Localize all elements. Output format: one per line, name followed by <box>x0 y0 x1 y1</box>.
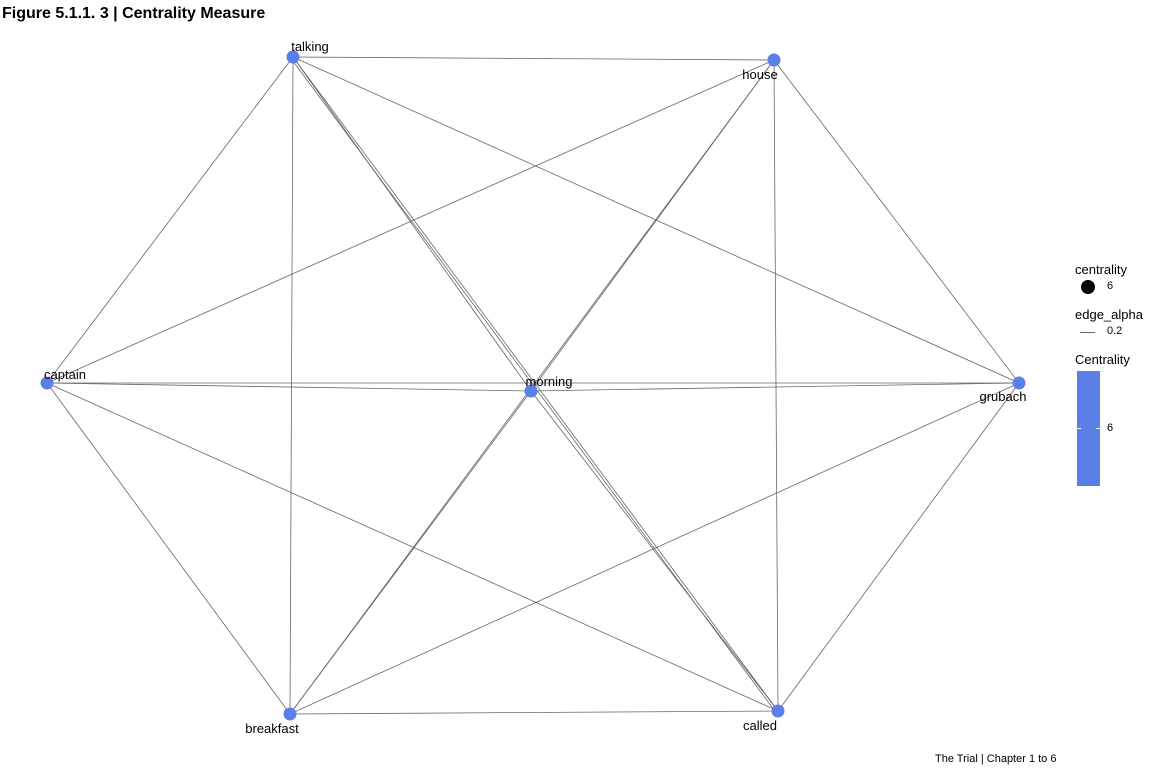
node-label-breakfast: breakfast <box>245 721 299 736</box>
edge-morning-called <box>530 390 779 712</box>
colorbar <box>1077 371 1100 486</box>
node-talking <box>286 50 300 64</box>
edge-house-grubach <box>773 59 1020 384</box>
edge-captain-morning <box>46 382 532 392</box>
colorbar-tick-left <box>1077 428 1081 429</box>
edge-talking-breakfast <box>289 56 294 715</box>
node-called <box>771 704 785 718</box>
legend-centrality-title: centrality <box>1075 262 1128 277</box>
edge-morning-grubach <box>530 382 1020 392</box>
nodes-layer <box>40 50 1026 721</box>
edge-breakfast-called <box>289 710 779 715</box>
edge-grubach-called <box>777 382 1020 712</box>
legend-edge-alpha-value: 0.2 <box>1107 325 1123 337</box>
edge-captain-breakfast <box>46 382 291 715</box>
legend-centrality-row: 6 <box>1075 277 1152 297</box>
node-label-morning: morning <box>526 374 573 389</box>
colorbar-tick-right <box>1096 428 1100 429</box>
legend-edge-alpha-row: 0.2 <box>1075 322 1152 342</box>
edge-talking-house <box>292 56 775 61</box>
edge-talking-morning <box>292 56 532 392</box>
node-breakfast <box>283 707 297 721</box>
edge-house-called <box>773 59 779 712</box>
node-label-talking: talking <box>291 39 329 54</box>
node-grubach <box>1012 376 1026 390</box>
legend-colorbar-title: Centrality <box>1075 352 1130 367</box>
node-label-grubach: grubach <box>980 389 1027 404</box>
legend-edge-line-icon <box>1080 332 1095 333</box>
colorbar-value: 6 <box>1107 422 1114 434</box>
legend-edge-alpha-title: edge_alpha <box>1075 307 1143 322</box>
node-house <box>767 53 781 67</box>
edge-house-captain <box>46 59 775 384</box>
figure-title: Figure 5.1.1. 3 | Centrality Measure <box>2 5 266 22</box>
legend: centrality 6 edge_alpha 0.2 Centrality 6 <box>1075 262 1152 489</box>
edge-talking-called <box>292 56 779 712</box>
node-label-called: called <box>743 718 777 733</box>
legend-colorbar-row: 6 <box>1075 371 1152 489</box>
node-captain <box>40 376 54 390</box>
edges-layer <box>46 56 1020 715</box>
node-label-house: house <box>742 67 777 82</box>
node-label-captain: captain <box>44 367 86 382</box>
edge-talking-captain <box>46 56 294 384</box>
edge-morning-breakfast <box>289 390 532 715</box>
caption: The Trial | Chapter 1 to 6 <box>935 753 1057 765</box>
legend-centrality-dot-icon <box>1081 280 1095 294</box>
edge-grubach-breakfast <box>289 382 1020 715</box>
labels-layer: talking house captain morning grubach breakfa… <box>44 39 1026 736</box>
legend-centrality-value: 6 <box>1107 280 1114 292</box>
node-morning <box>524 384 538 398</box>
edge-captain-called <box>46 382 779 712</box>
